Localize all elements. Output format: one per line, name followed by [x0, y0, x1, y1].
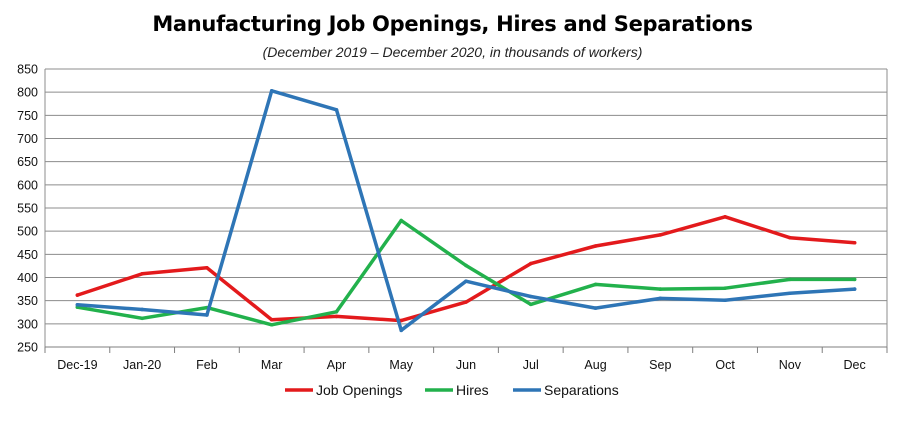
y-tick-label: 400 — [17, 271, 38, 285]
data-point — [334, 309, 339, 314]
x-tick-label: Jan-20 — [123, 358, 161, 372]
data-point — [788, 291, 792, 296]
x-tick-label: Feb — [196, 358, 218, 372]
y-tick-label: 350 — [17, 294, 38, 308]
data-point — [852, 240, 857, 245]
data-point — [399, 328, 404, 333]
gridlines — [45, 68, 887, 325]
data-point — [658, 233, 663, 237]
chart-title: Manufacturing Job Openings, Hires and Se… — [152, 12, 753, 36]
y-tick-label: 600 — [17, 178, 38, 192]
x-tick-label: Nov — [779, 358, 802, 372]
chart-subtitle: (December 2019 – December 2020, in thous… — [262, 44, 643, 60]
x-tick-label: May — [389, 358, 413, 372]
data-point — [205, 265, 209, 270]
data-point — [723, 286, 727, 290]
data-point — [528, 261, 533, 266]
data-point — [334, 107, 339, 112]
x-tick-label: Jul — [523, 358, 539, 372]
data-point — [140, 316, 144, 321]
axes: 250 300 350 400 450 500 550 600 650 700 750 800 850 D… — [17, 63, 888, 372]
legend-label: Job Openings — [316, 382, 402, 398]
data-point — [75, 303, 80, 307]
x-tick-label: Sep — [649, 358, 671, 372]
legend-label: Hires — [456, 382, 489, 398]
data-point — [788, 235, 792, 240]
y-tick-label: 850 — [17, 63, 38, 77]
data-point — [140, 271, 144, 276]
y-tick-label: 650 — [17, 155, 38, 169]
legend: Job Openings Hires Separations — [285, 382, 619, 398]
data-point — [528, 302, 533, 307]
x-tick-label: Apr — [327, 358, 346, 372]
series-line-hires — [75, 218, 857, 327]
data-point — [658, 287, 663, 291]
data-point — [723, 298, 727, 303]
x-tick-label: Mar — [261, 358, 283, 372]
data-point — [269, 88, 274, 93]
data-point — [852, 277, 857, 282]
data-point — [75, 293, 80, 297]
data-point — [852, 287, 857, 291]
legend-label: Separations — [544, 382, 619, 398]
x-tick-label: Dec-19 — [57, 358, 97, 372]
y-tick-label: 450 — [17, 248, 38, 262]
series-line-separations — [75, 89, 857, 333]
data-point — [593, 306, 598, 310]
x-tick-label: Oct — [715, 358, 735, 372]
data-point — [464, 263, 468, 268]
data-point — [205, 313, 209, 317]
y-tick-label: 700 — [17, 132, 38, 146]
series-lines — [75, 88, 857, 333]
x-tick-label: Jun — [456, 358, 476, 372]
y-tick-label: 550 — [17, 202, 38, 216]
series-line-job-openings — [75, 215, 857, 323]
data-point — [593, 282, 598, 287]
data-point — [528, 294, 533, 299]
y-tick-label: 300 — [17, 317, 38, 331]
data-point — [723, 215, 727, 219]
data-point — [464, 300, 468, 304]
data-point — [269, 317, 274, 322]
data-point — [140, 307, 144, 312]
data-point — [399, 218, 404, 223]
y-tick-label: 250 — [17, 341, 38, 355]
x-tick-label: Dec — [843, 358, 865, 372]
data-point — [334, 314, 339, 319]
data-point — [269, 322, 274, 327]
x-tick-label: Aug — [584, 358, 606, 372]
data-point — [593, 244, 598, 248]
data-point — [788, 277, 792, 282]
data-point — [658, 296, 663, 301]
y-tick-label: 750 — [17, 109, 38, 123]
y-tick-label: 500 — [17, 225, 38, 239]
y-tick-label: 800 — [17, 86, 38, 100]
data-point — [464, 279, 468, 284]
